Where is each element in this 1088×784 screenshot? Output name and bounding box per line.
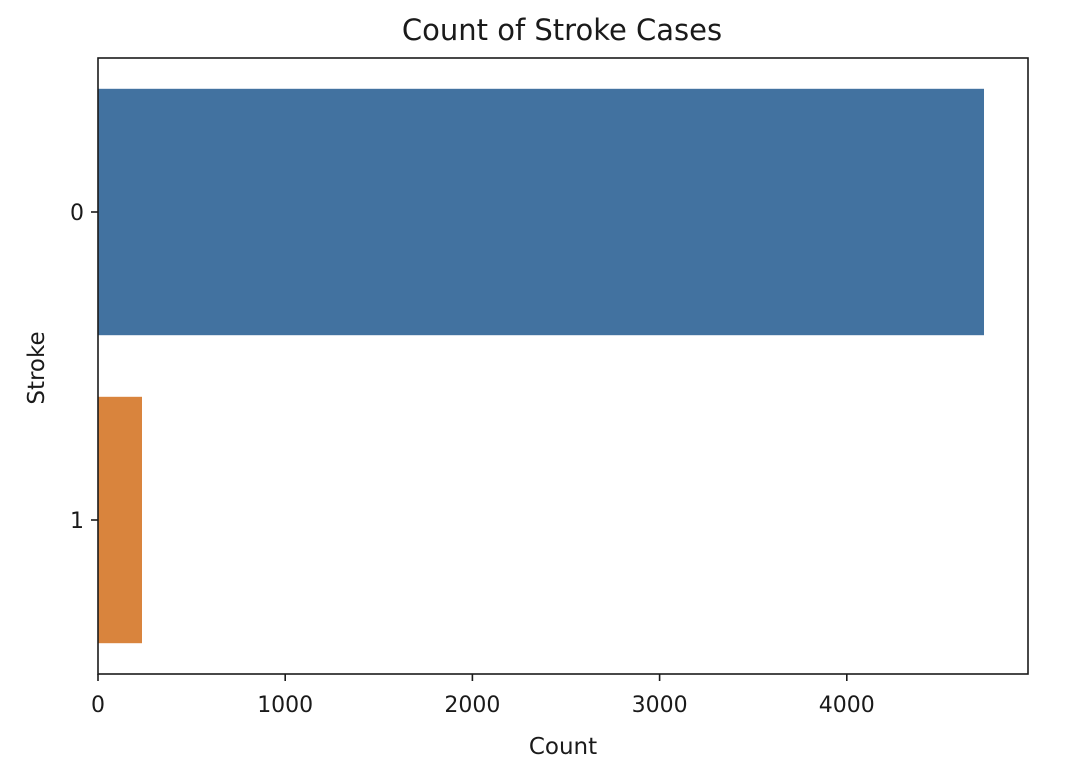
bar-stroke-0	[98, 88, 985, 336]
x-tick-label: 0	[91, 693, 105, 718]
x-axis-ticks: 0 1000 2000 3000 4000	[91, 674, 875, 718]
bars-layer	[98, 88, 985, 644]
bar-stroke-1	[98, 396, 142, 644]
x-tick-label: 2000	[444, 693, 500, 718]
x-tick-label: 3000	[632, 693, 688, 718]
plot-frame	[97, 57, 1029, 675]
x-axis-label: Count	[529, 734, 597, 760]
chart-title: Count of Stroke Cases	[402, 13, 722, 47]
x-tick-label: 1000	[257, 693, 313, 718]
y-axis-ticks: 01	[70, 201, 98, 534]
y-tick-label: 0	[70, 201, 84, 226]
y-tick-label: 1	[70, 509, 84, 534]
x-tick-label: 4000	[819, 693, 875, 718]
y-axis-label: Stroke	[24, 331, 50, 404]
